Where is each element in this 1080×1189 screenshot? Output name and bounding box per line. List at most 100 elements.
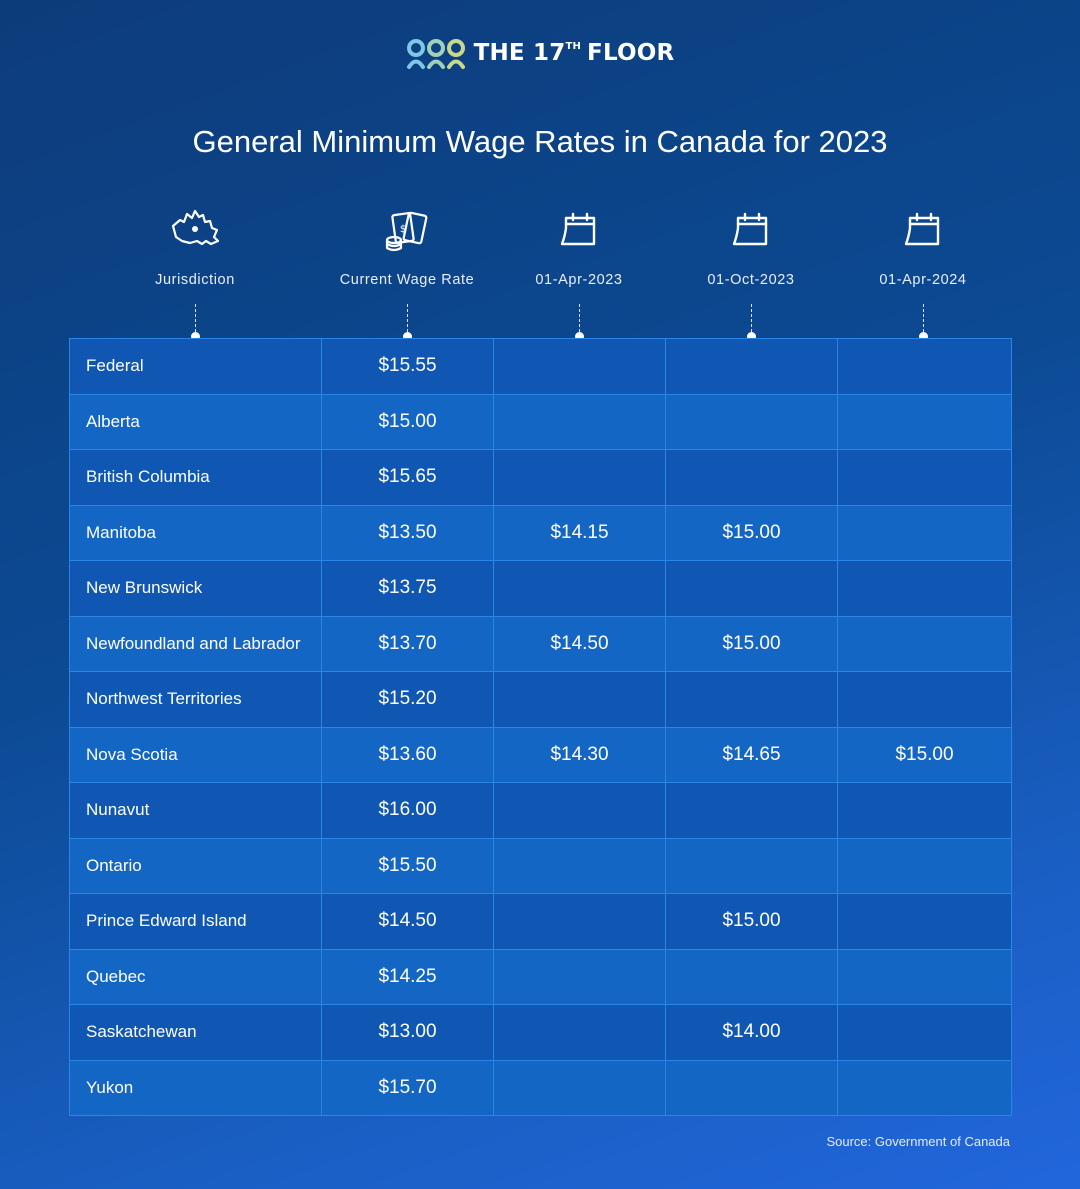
column-header-apr2024: 01-Apr-2024	[837, 206, 1009, 342]
source-note: Source: Government of Canada	[826, 1134, 1010, 1149]
header-connector-dot	[403, 332, 412, 341]
current-wage-cell: $15.50	[321, 837, 494, 894]
header-connector-line	[195, 304, 196, 332]
oct2023-cell: $15.00	[665, 893, 838, 950]
current-wage-cell: $13.70	[321, 615, 494, 672]
current-wage-cell: $15.55	[321, 338, 494, 395]
table-row: Manitoba $13.50 $14.15 $15.00	[69, 504, 1012, 561]
apr2023-cell: $14.30	[493, 726, 666, 783]
oct2023-cell	[665, 948, 838, 1005]
apr2024-cell	[837, 1004, 1012, 1061]
brand-name: THE 17 TH FLOOR	[474, 40, 675, 66]
table-row: Nova Scotia $13.60 $14.30 $14.65 $15.00	[69, 726, 1012, 783]
apr2024-cell	[837, 615, 1012, 672]
apr2024-cell	[837, 837, 1012, 894]
column-label-oct2023: 01-Oct-2023	[707, 272, 795, 288]
header-connector-dot	[747, 332, 756, 341]
oct2023-cell: $14.65	[665, 726, 838, 783]
apr2024-cell	[837, 1059, 1012, 1116]
column-header-oct2023: 01-Oct-2023	[665, 206, 837, 342]
svg-text:$: $	[400, 224, 406, 235]
jurisdiction-cell: New Brunswick	[69, 560, 322, 617]
apr2024-cell	[837, 338, 1012, 395]
apr2023-cell	[493, 1059, 666, 1116]
column-header-jurisdiction: Jurisdiction	[109, 206, 281, 342]
oct2023-cell: $15.00	[665, 504, 838, 561]
jurisdiction-cell: Manitoba	[69, 504, 322, 561]
current-wage-cell: $14.25	[321, 948, 494, 1005]
brand-name-suffix: FLOOR	[587, 40, 675, 66]
brand-name-sup: TH	[565, 41, 582, 52]
apr2023-cell	[493, 393, 666, 450]
apr2023-cell	[493, 782, 666, 839]
table-row: Saskatchewan $13.00 $14.00	[69, 1004, 1012, 1061]
apr2024-cell	[837, 504, 1012, 561]
jurisdiction-cell: Quebec	[69, 948, 322, 1005]
current-wage-cell: $13.60	[321, 726, 494, 783]
jurisdiction-cell: Nunavut	[69, 782, 322, 839]
chart-title: General Minimum Wage Rates in Canada for…	[192, 124, 888, 159]
jurisdiction-cell: Nova Scotia	[69, 726, 322, 783]
table-row: Northwest Territories $15.20	[69, 671, 1012, 728]
header-connector-line	[407, 304, 408, 332]
apr2024-cell	[837, 948, 1012, 1005]
apr2024-cell	[837, 560, 1012, 617]
apr2023-cell	[493, 560, 666, 617]
apr2023-cell	[493, 1004, 666, 1061]
money-icon: $	[385, 211, 428, 252]
jurisdiction-cell: Federal	[69, 338, 322, 395]
column-label-apr2024: 01-Apr-2024	[879, 272, 967, 288]
current-wage-cell: $16.00	[321, 782, 494, 839]
brand-name-prefix: THE 17	[473, 40, 566, 66]
table-row: Newfoundland and Labrador $13.70 $14.50 …	[69, 615, 1012, 672]
apr2024-cell	[837, 782, 1012, 839]
current-wage-cell: $13.50	[321, 504, 494, 561]
current-wage-cell: $15.70	[321, 1059, 494, 1116]
jurisdiction-cell: Prince Edward Island	[69, 893, 322, 950]
apr2024-cell	[837, 671, 1012, 728]
apr2023-cell	[493, 671, 666, 728]
column-header-apr2023: 01-Apr-2023	[493, 206, 665, 342]
jurisdiction-cell: British Columbia	[69, 449, 322, 506]
header-connector-line	[579, 304, 580, 332]
wage-table: Federal $15.55 Alberta $15.00 British Co…	[69, 338, 1012, 1116]
oct2023-cell	[665, 1059, 838, 1116]
oct2023-cell	[665, 782, 838, 839]
apr2024-cell	[837, 449, 1012, 506]
apr2023-cell	[493, 948, 666, 1005]
column-label-jurisdiction: Jurisdiction	[155, 272, 235, 288]
jurisdiction-cell: Saskatchewan	[69, 1004, 322, 1061]
current-wage-cell: $14.50	[321, 893, 494, 950]
oct2023-cell	[665, 837, 838, 894]
apr2024-cell: $15.00	[837, 726, 1012, 783]
calendar-icon	[560, 212, 596, 246]
oct2023-cell	[665, 671, 838, 728]
canada-map-icon	[171, 209, 220, 246]
apr2024-cell	[837, 893, 1012, 950]
current-wage-cell: $13.00	[321, 1004, 494, 1061]
oct2023-cell	[665, 449, 838, 506]
apr2024-cell	[837, 393, 1012, 450]
calendar-icon	[904, 212, 940, 246]
oct2023-cell	[665, 338, 838, 395]
jurisdiction-cell: Ontario	[69, 837, 322, 894]
oct2023-cell	[665, 560, 838, 617]
table-row: Ontario $15.50	[69, 837, 1012, 894]
apr2023-cell	[493, 338, 666, 395]
apr2023-cell: $14.50	[493, 615, 666, 672]
table-row: British Columbia $15.65	[69, 449, 1012, 506]
header-connector-dot	[575, 332, 584, 341]
header-connector-line	[923, 304, 924, 332]
header-connector-dot	[191, 332, 200, 341]
table-row: Yukon $15.70	[69, 1059, 1012, 1116]
table-row: New Brunswick $13.75	[69, 560, 1012, 617]
calendar-icon	[732, 212, 768, 246]
table-row: Prince Edward Island $14.50 $15.00	[69, 893, 1012, 950]
jurisdiction-cell: Yukon	[69, 1059, 322, 1116]
table-row: Nunavut $16.00	[69, 782, 1012, 839]
jurisdiction-cell: Newfoundland and Labrador	[69, 615, 322, 672]
current-wage-cell: $15.00	[321, 393, 494, 450]
current-wage-cell: $13.75	[321, 560, 494, 617]
oct2023-cell: $14.00	[665, 1004, 838, 1061]
oct2023-cell: $15.00	[665, 615, 838, 672]
